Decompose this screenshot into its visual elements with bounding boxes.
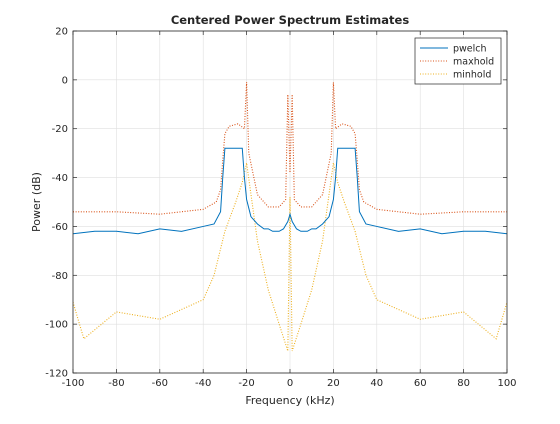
x-tick-label: 60 [414,378,427,389]
y-tick-label: -100 [45,320,68,331]
x-tick-label: 20 [327,378,340,389]
legend-box [414,37,502,85]
x-tick-label: -40 [195,378,211,389]
series-layer [73,82,507,352]
y-tick-label: -40 [52,173,68,184]
y-tick-label: -80 [52,271,68,282]
series-line-maxhold [73,82,507,215]
legend-label-pwelch: pwelch [453,44,487,55]
y-tick-label: 0 [62,75,68,86]
y-tick-label: -120 [45,369,68,380]
x-tick-label: -60 [152,378,168,389]
x-tick-label: 100 [497,378,516,389]
x-tick-label: -20 [238,378,254,389]
legend: pwelch maxhold minhold [414,37,502,85]
chart-title: Centered Power Spectrum Estimates [171,13,410,27]
legend-label-minhold: minhold [453,70,491,81]
x-tick-label: -100 [62,378,85,389]
series-line-pwelch [73,147,507,235]
y-axis-label: Power (dB) [30,172,43,232]
axis-ticks: -100 -80 -60 -40 -20 0 20 40 60 80 100-120-100-80-… [45,27,516,390]
y-tick-label: -20 [52,124,68,135]
y-tick-label: 20 [55,27,68,38]
x-tick-label: 80 [457,378,470,389]
x-tick-label: 0 [287,378,293,389]
x-tick-label: -80 [108,378,124,389]
legend-label-maxhold: maxhold [453,57,494,68]
y-tick-label: -60 [52,222,68,233]
x-tick-label: 40 [370,378,383,389]
x-axis-label: Frequency (kHz) [245,394,334,407]
